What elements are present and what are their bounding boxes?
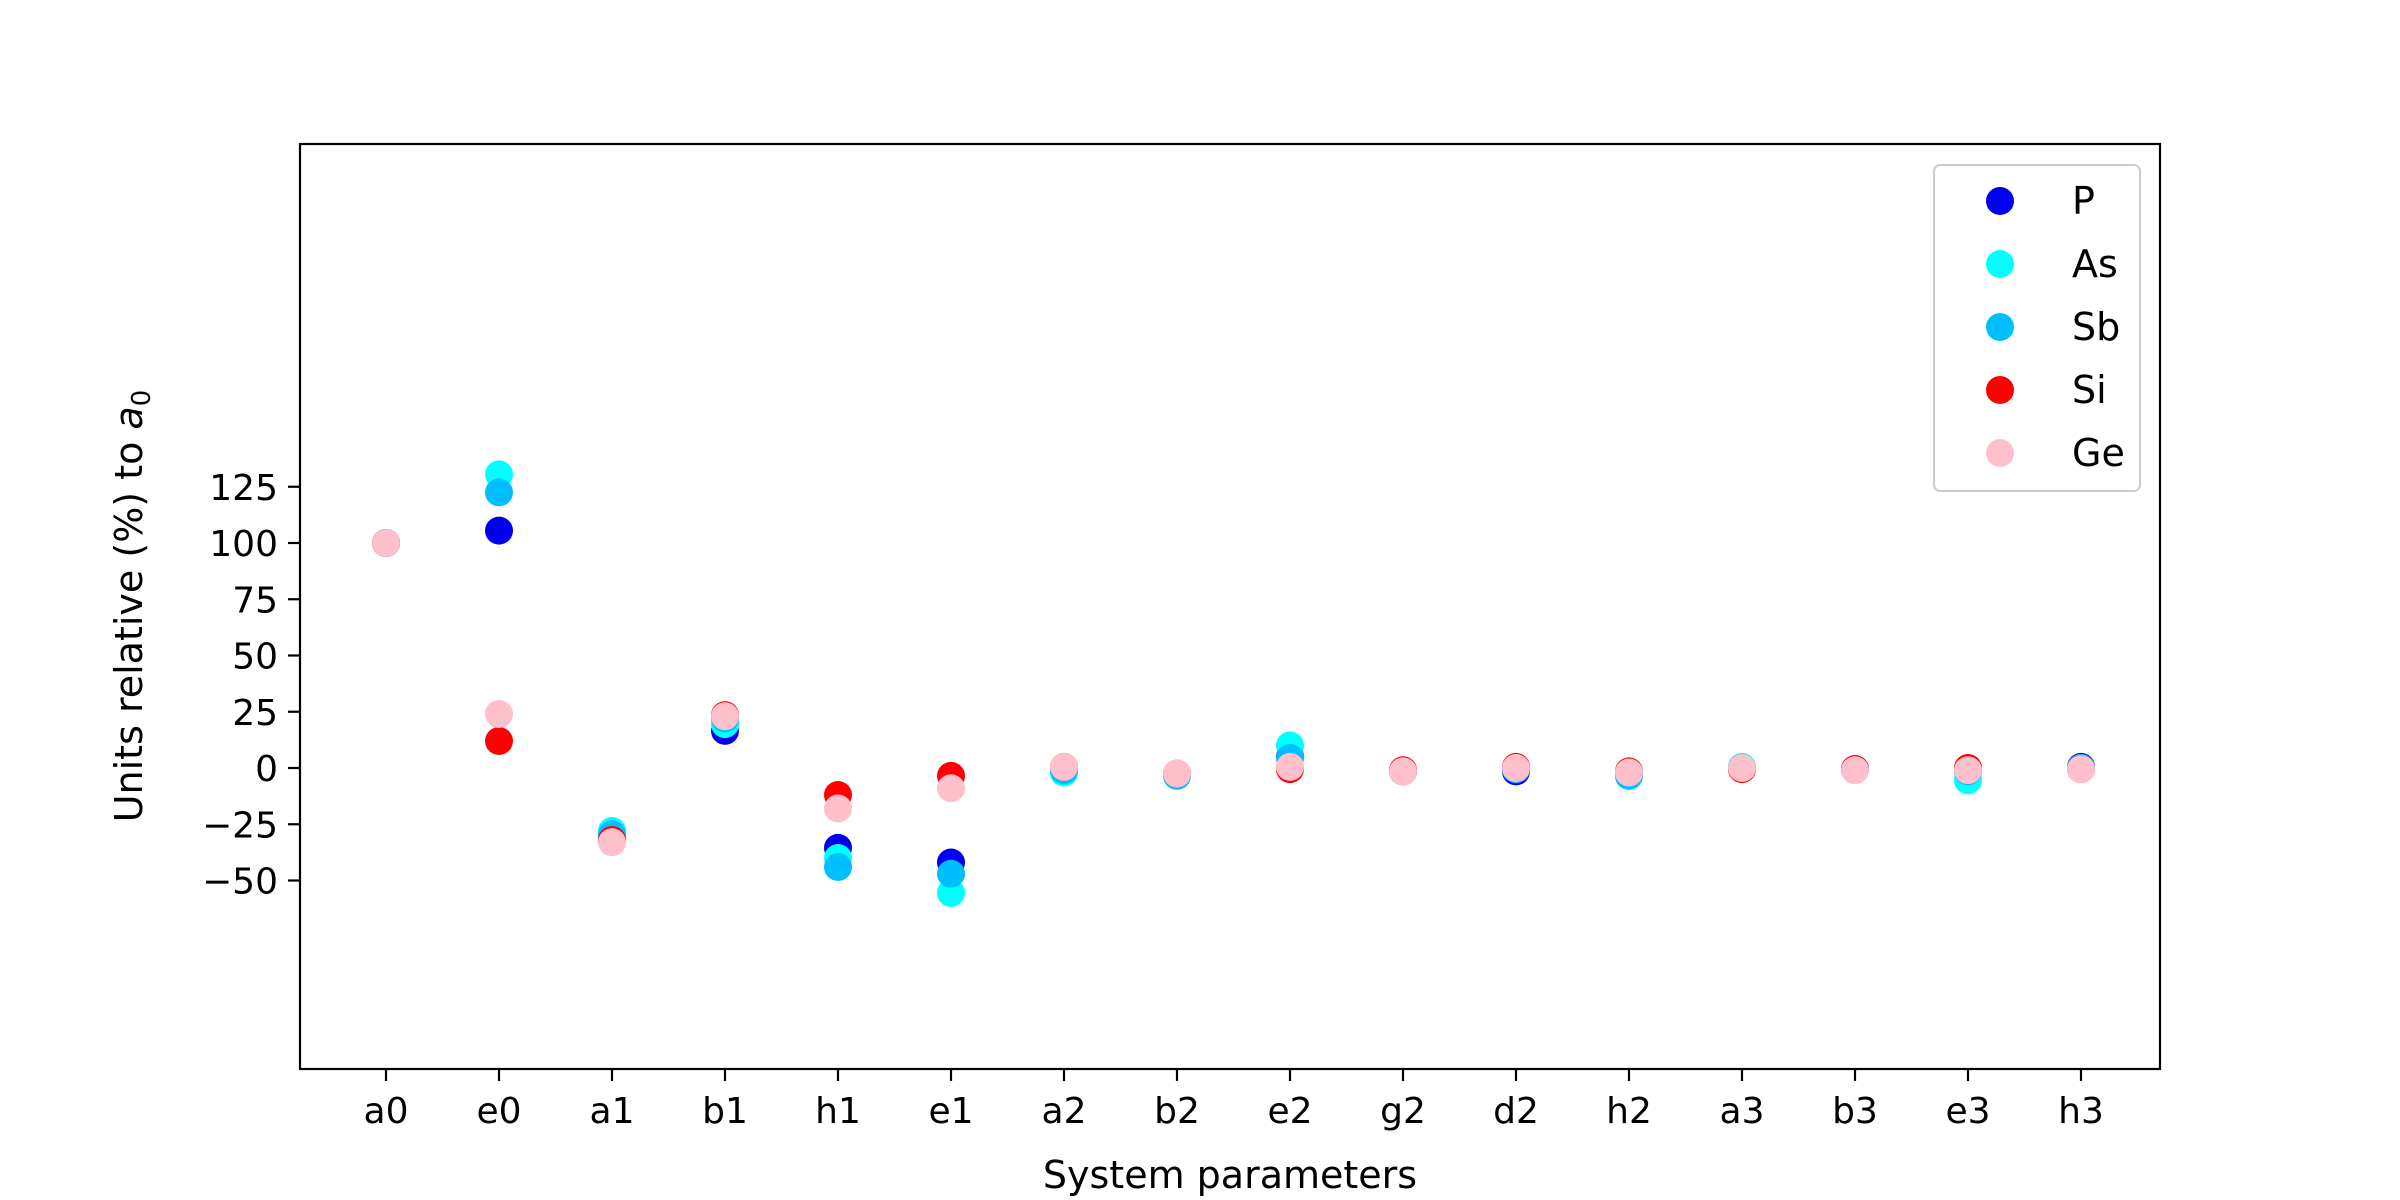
y-tick-label-5: 0 [255, 749, 278, 790]
point-Ge-b3 [1841, 756, 1869, 785]
legend-marker-Sb [1986, 313, 2014, 341]
y-tick-label-1: 100 [209, 524, 278, 565]
x-tick-label-b2: b2 [1154, 1091, 1200, 1132]
x-tick-label-a2: a2 [1042, 1091, 1087, 1132]
y-tick-label-7: −50 [202, 862, 278, 903]
point-Ge-e3 [1954, 756, 1982, 785]
legend-marker-Si [1986, 376, 2014, 404]
point-Ge-e0 [485, 700, 513, 728]
x-tick-label-h3: h3 [2058, 1091, 2104, 1132]
point-Ge-b1 [711, 702, 739, 731]
x-tick-label-a1: a1 [590, 1091, 635, 1132]
x-tick-label-b3: b3 [1832, 1091, 1878, 1132]
point-Sb-h1 [824, 853, 852, 881]
x-tick-label-e1: e1 [928, 1091, 973, 1132]
y-tick-label-6: −25 [202, 805, 278, 846]
series-Ge [372, 529, 2095, 857]
y-axis-label-sub: 0 [127, 390, 157, 407]
legend-marker-As [1986, 250, 2014, 278]
point-Ge-e1 [937, 774, 965, 803]
points-layer [372, 460, 2095, 907]
x-tick-label-a3: a3 [1720, 1091, 1765, 1132]
y-axis-label-text: Units relative (%) to [107, 430, 151, 823]
legend-marker-Ge [1986, 439, 2014, 467]
y-tick-label-2: 75 [232, 580, 278, 621]
x-tick-label-a0: a0 [364, 1091, 409, 1132]
legend-label-As: As [2072, 242, 2118, 286]
x-tick-label-e2: e2 [1267, 1091, 1312, 1132]
y-axis-label: Units relative (%) to a0 [107, 390, 157, 823]
legend-entries: P As Sb Si Ge [1986, 179, 2125, 475]
legend-label-Sb: Sb [2072, 305, 2120, 349]
x-axis-label: System parameters [1043, 1153, 1417, 1197]
x-tick-label-h2: h2 [1606, 1091, 1652, 1132]
point-Ge-h1 [824, 794, 852, 823]
point-Sb-e0 [485, 478, 513, 507]
point-P-e0 [485, 516, 513, 545]
series-Si [372, 529, 2095, 854]
x-tick-label-e3: e3 [1945, 1091, 1990, 1132]
plot-frame [298, 142, 2162, 1071]
x-tick-label-g2: g2 [1380, 1091, 1426, 1132]
series-As [372, 460, 2095, 907]
y-tick-label-3: 50 [232, 637, 278, 678]
point-Ge-e2 [1276, 752, 1304, 781]
ticks-layer: 125 100 75 50 25 0 −25 −50 a0 e0 a1 b1 h1 e1 a2 b2 e2 g2 d… [202, 468, 2104, 1132]
legend: P As Sb Si Ge [1933, 164, 2141, 492]
point-Si-e0 [485, 727, 513, 755]
point-Ge-a2 [1050, 752, 1078, 781]
legend-label-Ge: Ge [2072, 431, 2125, 475]
point-Ge-h3 [2067, 755, 2095, 784]
point-Ge-g2 [1389, 757, 1417, 786]
legend-label-Si: Si [2072, 368, 2107, 412]
point-As-e1 [937, 878, 965, 907]
x-tick-label-d2: d2 [1493, 1091, 1539, 1132]
y-tick-label-0: 125 [209, 468, 278, 509]
point-Ge-b2 [1163, 759, 1191, 788]
legend-label-P: P [2072, 179, 2095, 223]
y-axis-label-var: a [107, 406, 151, 429]
point-Ge-h2 [1615, 758, 1643, 787]
legend-frame [1933, 164, 2141, 492]
x-tick-label-e0: e0 [476, 1091, 521, 1132]
point-Ge-a3 [1728, 754, 1756, 782]
x-tick-label-b1: b1 [702, 1091, 748, 1132]
point-Sb-e1 [937, 859, 965, 888]
y-tick-label-4: 25 [232, 693, 278, 734]
x-tick-label-h1: h1 [815, 1091, 861, 1132]
series-P [372, 516, 2095, 877]
point-Ge-a1 [598, 828, 626, 857]
legend-marker-P [1986, 187, 2014, 215]
point-Ge-d2 [1502, 754, 1530, 782]
series-Sb [372, 478, 2095, 888]
point-Ge-a0 [372, 529, 400, 557]
